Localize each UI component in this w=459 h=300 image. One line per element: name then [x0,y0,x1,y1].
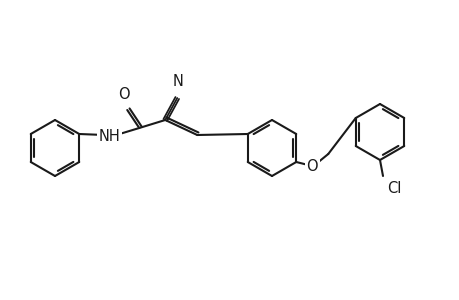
Text: O: O [306,158,317,173]
Text: N: N [173,74,183,89]
Text: NH: NH [98,128,120,143]
Text: O: O [118,87,130,102]
Text: Cl: Cl [386,181,401,196]
